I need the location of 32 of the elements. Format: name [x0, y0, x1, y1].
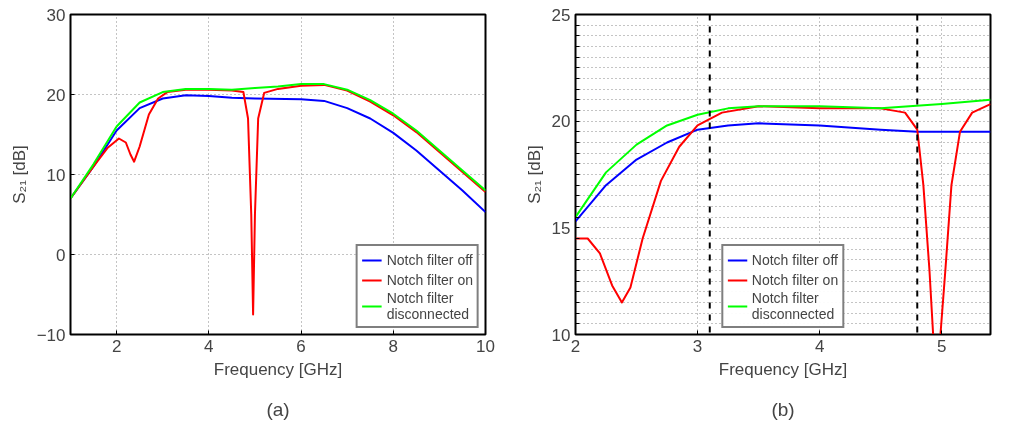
y-tick-label: 30: [46, 5, 66, 25]
x-tick-label: 8: [388, 336, 399, 356]
line-series: [575, 122, 991, 223]
line-series: [70, 83, 486, 200]
legend-label: Notch filter on: [751, 271, 839, 289]
x-tick-label: 6: [296, 336, 306, 356]
legend-label: Notch filter off: [386, 251, 473, 269]
y-tick-label: 15: [551, 218, 571, 238]
x-tick-label: 10: [476, 336, 495, 356]
y-axis-title: S₂₁ [dB]: [524, 145, 544, 204]
legend-label: Notch filter disconnected: [751, 290, 835, 322]
text: (a): [266, 398, 290, 420]
y-axis-title: S₂₁ [dB]: [9, 145, 29, 204]
line-series: [575, 98, 991, 219]
legend-label: Notch filter on: [386, 271, 473, 289]
y-tick-label: −10: [36, 325, 66, 345]
text: (b): [771, 398, 795, 420]
x-tick-label: 5: [936, 336, 947, 356]
y-tick-label: 10: [46, 165, 66, 185]
x-tick-label: 2: [570, 336, 581, 356]
legend-label: Notch filter off: [751, 251, 838, 269]
y-tick-label: 20: [551, 112, 571, 132]
x-tick-label: 3: [692, 336, 703, 356]
x-tick-label: 2: [111, 336, 122, 356]
y-tick-label: 25: [551, 5, 571, 25]
x-tick-label: 4: [814, 336, 825, 356]
legend-label: Notch filter disconnected: [386, 290, 470, 322]
x-axis-title: Frequency [GHz]: [718, 359, 848, 379]
x-axis-title: Frequency [GHz]: [213, 359, 343, 379]
y-tick-label: 20: [46, 85, 66, 105]
y-tick-label: 0: [56, 245, 66, 265]
x-tick-label: 4: [204, 336, 214, 356]
